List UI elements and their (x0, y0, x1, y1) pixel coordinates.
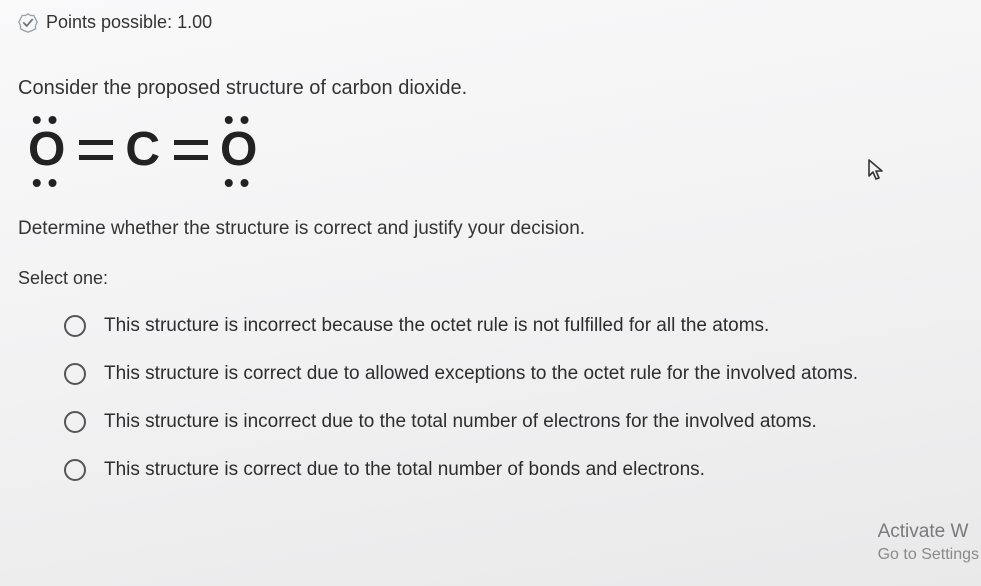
options-group: This structure is incorrect because the … (64, 315, 981, 481)
points-possible-label: Points possible: 1.00 (46, 12, 212, 33)
watermark-line-2: Go to Settings (878, 544, 979, 566)
lone-pair-dots: •• (32, 114, 64, 125)
option-a[interactable]: This structure is incorrect because the … (64, 315, 981, 337)
watermark-line-1: Activate W (878, 519, 979, 545)
radio-icon[interactable] (64, 315, 86, 337)
option-d[interactable]: This structure is correct due to the tot… (64, 459, 981, 481)
option-b[interactable]: This structure is correct due to allowed… (64, 363, 981, 385)
option-text: This structure is incorrect due to the t… (104, 411, 817, 433)
radio-icon[interactable] (64, 411, 86, 433)
lewis-atom-o-left: •• O •• (28, 126, 67, 174)
windows-activation-watermark: Activate W Go to Settings (878, 519, 981, 566)
option-text: This structure is correct due to allowed… (104, 363, 858, 385)
atom-symbol: C (125, 123, 162, 176)
select-one-label: Select one: (18, 268, 981, 289)
points-row: Points possible: 1.00 (18, 12, 981, 33)
option-text: This structure is correct due to the tot… (104, 459, 705, 481)
double-bond-icon (79, 140, 113, 160)
option-text: This structure is incorrect because the … (104, 315, 769, 337)
question-instruction: Determine whether the structure is corre… (18, 218, 981, 240)
lewis-atom-o-right: •• O •• (220, 126, 259, 174)
radio-icon[interactable] (64, 459, 86, 481)
double-bond-icon (174, 140, 208, 160)
lone-pair-dots: •• (224, 177, 256, 188)
check-badge-icon (18, 13, 38, 33)
lone-pair-dots: •• (224, 114, 256, 125)
lewis-structure: •• O •• C •• O •• (28, 126, 981, 174)
option-c[interactable]: This structure is incorrect due to the t… (64, 411, 981, 433)
radio-icon[interactable] (64, 363, 86, 385)
question-prompt: Consider the proposed structure of carbo… (18, 77, 981, 100)
lone-pair-dots: •• (32, 177, 64, 188)
lewis-atom-c: C (125, 126, 162, 174)
cursor-icon (867, 158, 885, 187)
